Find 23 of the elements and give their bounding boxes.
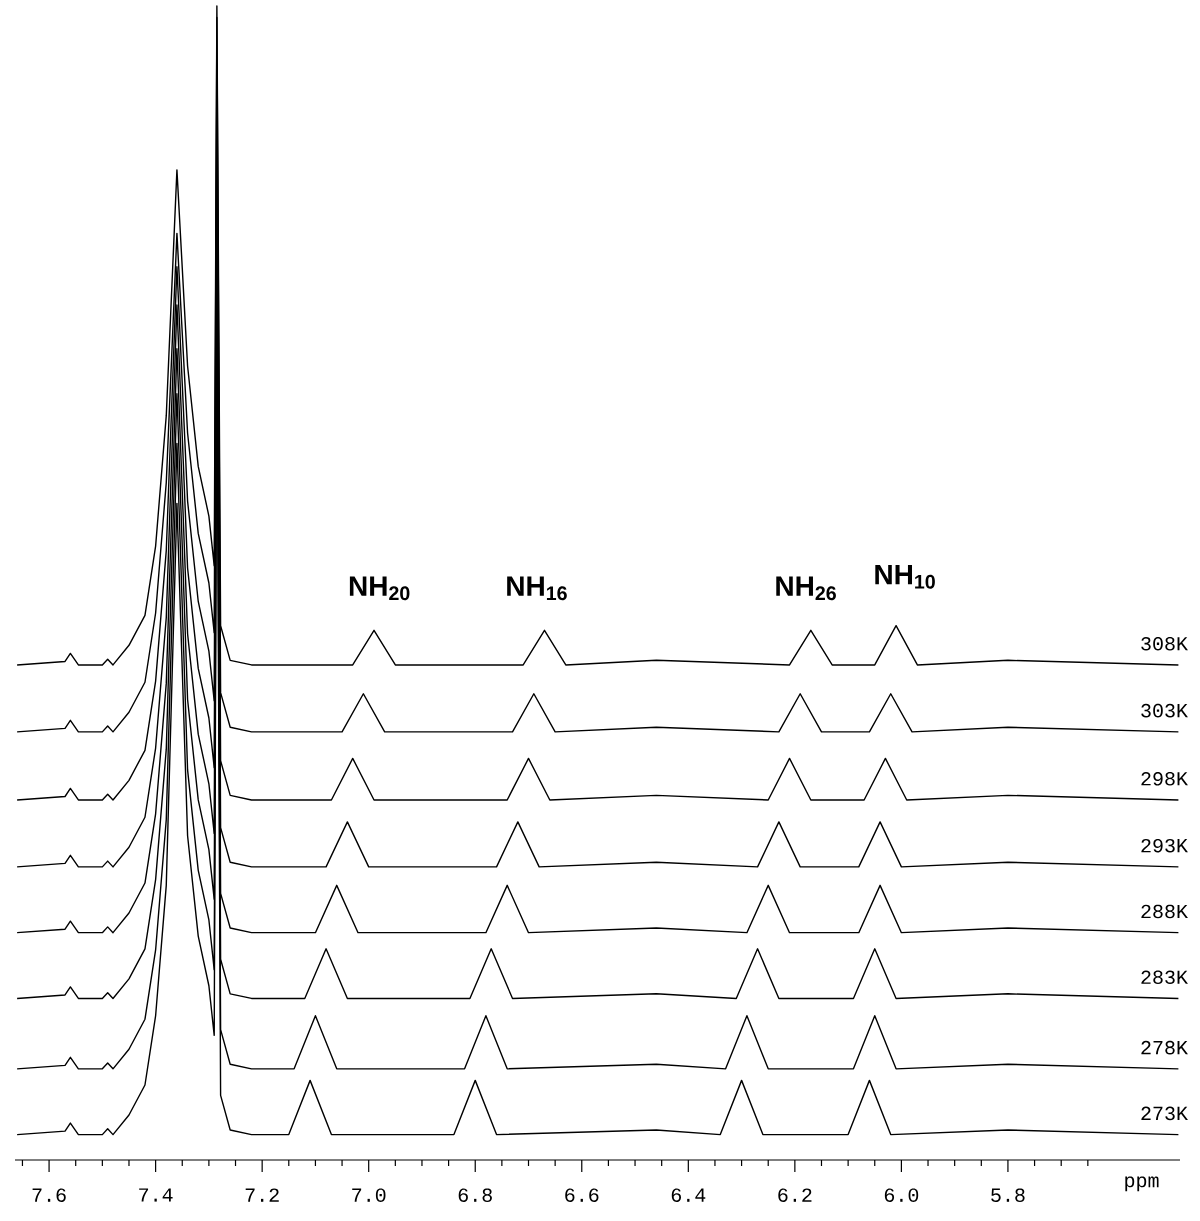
x-tick-label: 7.2	[245, 1188, 279, 1202]
series-label: 293K	[1141, 838, 1188, 853]
series-label: 298K	[1141, 771, 1188, 786]
x-tick-label: 6.2	[778, 1188, 812, 1202]
x-tick-label: 6.6	[565, 1188, 599, 1202]
x-tick-label: 6.8	[458, 1188, 492, 1202]
series-label: 288K	[1141, 904, 1188, 919]
x-tick-label: 6.0	[884, 1188, 919, 1202]
x-tick-label: 7.4	[139, 1188, 173, 1202]
x-tick-label: 7.6	[32, 1188, 66, 1202]
x-tick-label: 5.8	[991, 1188, 1025, 1202]
series-label: 283K	[1141, 970, 1188, 985]
x-axis-title: ppm	[1125, 1176, 1159, 1192]
series-label: 278K	[1141, 1040, 1188, 1055]
series-label: 273K	[1141, 1106, 1188, 1121]
x-tick-label: 7.0	[352, 1188, 386, 1202]
annotation: NH$_{26}$	[776, 576, 836, 601]
annotation: NH$_{16}$	[507, 576, 567, 601]
series-label: 308K	[1141, 636, 1188, 651]
annotation: NH$_{20}$	[349, 576, 410, 601]
annotation: NH$_{10}$	[875, 564, 935, 589]
series-label: 303K	[1141, 703, 1188, 718]
x-tick-label: 6.4	[671, 1188, 706, 1202]
